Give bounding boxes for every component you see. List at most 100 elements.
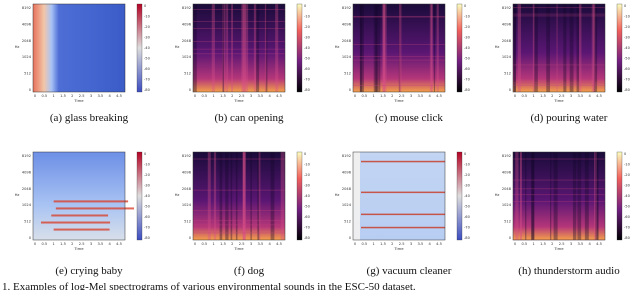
- spectrogram-texture: [257, 152, 260, 240]
- spectrogram-texture: [353, 16, 445, 17]
- spectrogram-texture: [433, 4, 436, 92]
- x-tick-label: 3: [410, 242, 412, 246]
- spectrogram-texture: [55, 207, 135, 210]
- y-tick-label: 512: [344, 220, 351, 224]
- y-tick-label: 0: [189, 88, 192, 92]
- colorbar-label: -60: [464, 67, 471, 71]
- colorbar-label: -40: [464, 194, 471, 198]
- y-tick-label: 2048: [502, 187, 512, 191]
- colorbar-label: -40: [144, 46, 151, 50]
- y-axis-label: Hz: [15, 44, 20, 49]
- colorbar-label: -30: [304, 184, 311, 188]
- spectrogram-texture: [250, 152, 252, 240]
- colorbar-label: -40: [464, 46, 471, 50]
- x-tick-label: 1.5: [380, 242, 386, 246]
- spectrogram-texture: [280, 152, 285, 240]
- y-tick-label: 8192: [342, 6, 351, 10]
- y-axis-label: Hz: [175, 44, 180, 49]
- x-tick-label: 1.5: [540, 94, 546, 98]
- colorbar: [616, 151, 623, 241]
- colorbar-label: -80: [464, 88, 471, 92]
- colorbar-label: -10: [304, 163, 311, 167]
- x-tick-label: 3.5: [257, 242, 263, 246]
- x-tick-label: 2: [551, 94, 553, 98]
- spectrogram-texture: [591, 4, 596, 92]
- x-tick-label: 4: [429, 242, 432, 246]
- x-tick-label: 4: [109, 94, 112, 98]
- spectrogram-texture: [353, 59, 445, 61]
- spectrogram-texture: [520, 152, 522, 240]
- spectrogram-texture: [513, 188, 605, 190]
- y-tick-label: 4096: [342, 170, 352, 174]
- x-tick-label: 1.5: [380, 94, 386, 98]
- x-tick-label: 3: [90, 94, 92, 98]
- x-tick-label: 2.5: [79, 94, 85, 98]
- colorbar-label: -30: [144, 36, 151, 40]
- spectrogram-texture: [353, 44, 445, 46]
- colorbar-label: -40: [624, 46, 631, 50]
- spectrogram-texture: [513, 200, 605, 202]
- colorbar: [296, 151, 303, 241]
- y-tick-label: 512: [184, 72, 191, 76]
- spectrogram-texture: [436, 4, 439, 92]
- spectrogram-texture: [225, 152, 229, 240]
- axes-frame: [352, 3, 446, 93]
- colorbar-label: -70: [144, 78, 151, 82]
- spectrogram-texture: [353, 56, 445, 57]
- spectrogram-texture: [550, 152, 552, 240]
- x-tick-label: 4.5: [596, 94, 602, 98]
- y-tick-label: 2048: [182, 39, 192, 43]
- y-tick-label: 0: [349, 236, 352, 240]
- colorbar-label: -20: [624, 173, 631, 177]
- x-axis-label: Time: [233, 246, 244, 251]
- spectrogram-texture: [51, 214, 109, 217]
- spectrogram-texture: [513, 179, 605, 181]
- x-tick-label: 2: [231, 242, 233, 246]
- x-tick-label: 0: [194, 94, 197, 98]
- spectrogram-texture: [193, 4, 197, 92]
- x-tick-label: 3.5: [577, 242, 583, 246]
- spectrogram-texture: [563, 4, 567, 92]
- colorbar-label: -20: [624, 25, 631, 29]
- x-tick-label: 3.5: [257, 94, 263, 98]
- y-tick-label: 8192: [22, 6, 31, 10]
- spectrogram-texture: [193, 158, 285, 160]
- spectrogram-texture: [353, 16, 445, 18]
- x-tick-label: 2.5: [559, 242, 565, 246]
- x-tick-label: 3.5: [577, 94, 583, 98]
- y-tick-label: 512: [24, 72, 31, 76]
- colorbar-label: -30: [144, 184, 151, 188]
- colorbar-label: -10: [144, 163, 151, 167]
- y-tick-label: 4096: [182, 170, 192, 174]
- x-tick-label: 3.5: [97, 242, 103, 246]
- x-tick-label: 4: [429, 94, 432, 98]
- x-tick-label: 3.5: [97, 94, 103, 98]
- y-tick-label: 2048: [342, 187, 352, 191]
- y-tick-label: 8192: [182, 154, 191, 158]
- colorbar-label: -80: [624, 88, 631, 92]
- spectrogram-texture: [213, 152, 217, 240]
- spectrogram-texture: [382, 4, 386, 92]
- spectrogram-texture: [382, 4, 385, 92]
- y-tick-label: 0: [509, 88, 512, 92]
- spectrogram-texture: [353, 152, 360, 240]
- x-tick-label: 1: [53, 94, 55, 98]
- y-axis-label: Hz: [175, 192, 180, 197]
- y-tick-label: 1024: [502, 203, 512, 207]
- spectrogram-texture: [253, 4, 257, 92]
- spectrogram-texture: [556, 4, 558, 92]
- y-axis-label: Hz: [335, 192, 340, 197]
- spectrogram-texture: [242, 4, 246, 92]
- colorbar-label: -60: [304, 67, 311, 71]
- spectrogram-texture: [553, 152, 558, 240]
- y-tick-label: 8192: [342, 154, 351, 158]
- y-tick-label: 8192: [502, 6, 511, 10]
- x-tick-label: 0: [354, 94, 357, 98]
- spectrogram-texture: [193, 224, 285, 226]
- colorbar-label: -50: [304, 57, 311, 61]
- colorbar-label: -40: [304, 194, 311, 198]
- spectrogram-texture: [515, 152, 519, 240]
- axes-frame: [512, 151, 606, 241]
- colorbar-label: -60: [144, 215, 151, 219]
- x-tick-label: 1.5: [220, 242, 226, 246]
